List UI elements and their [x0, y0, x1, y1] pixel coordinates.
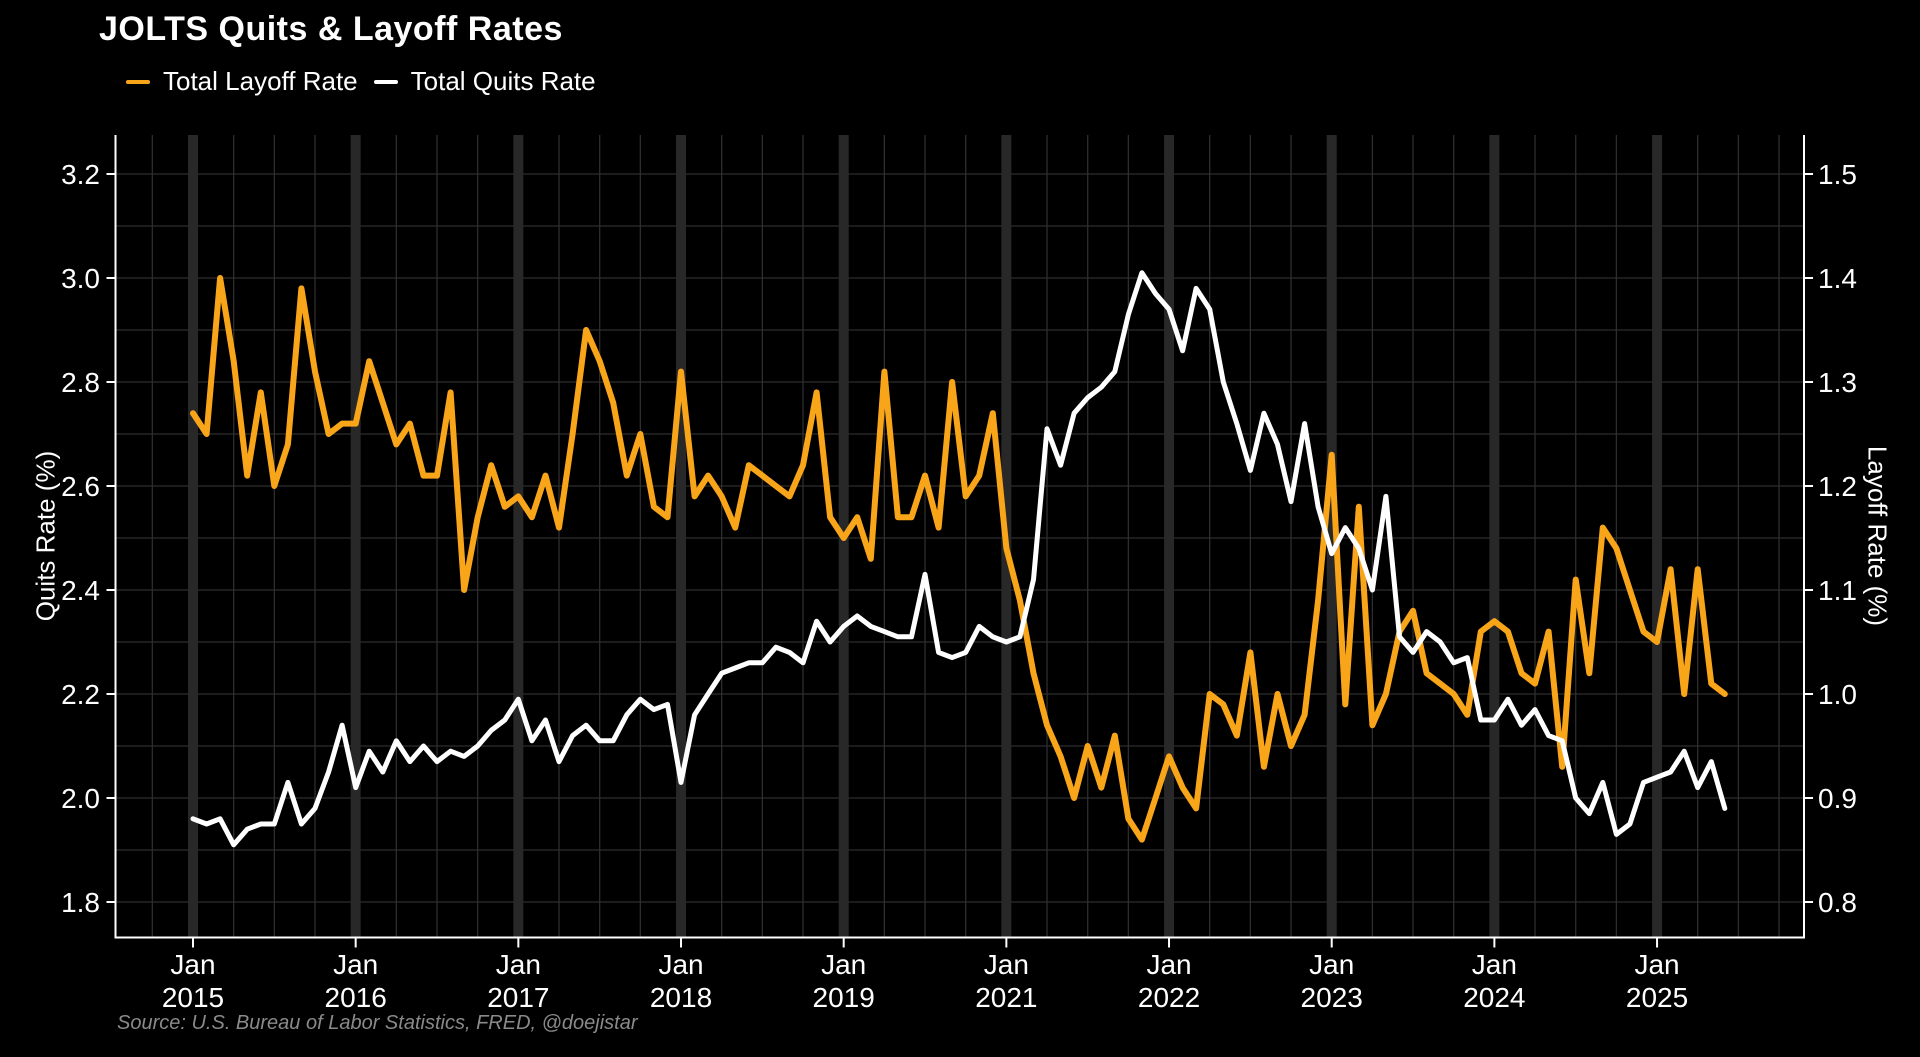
x-tick-month: Jan — [1309, 949, 1354, 980]
x-tick-month: Jan — [1634, 949, 1679, 980]
x-tick-year: 2018 — [650, 982, 712, 1013]
legend-item-quits[interactable]: Total Quits Rate — [373, 66, 596, 97]
x-tick-year: 2019 — [813, 982, 875, 1013]
x-tick-month: Jan — [821, 949, 866, 980]
x-tick-year: 2025 — [1626, 982, 1688, 1013]
x-tick-month: Jan — [658, 949, 703, 980]
right-tick-label: 1.2 — [1818, 471, 1857, 502]
x-tick-month: Jan — [1146, 949, 1191, 980]
x-tick-month: Jan — [1472, 949, 1517, 980]
left-tick-label: 2.2 — [61, 679, 100, 710]
chart-title: JOLTS Quits & Layoff Rates — [99, 10, 563, 48]
legend-line-swatch — [126, 79, 150, 84]
x-tick-year: 2016 — [325, 982, 387, 1013]
left-tick-label: 2.6 — [61, 471, 100, 502]
gridlines — [115, 135, 1804, 938]
x-tick-month: Jan — [333, 949, 378, 980]
x-tick-year: 2015 — [162, 982, 224, 1013]
x-tick-year: 2023 — [1301, 982, 1363, 1013]
left-tick-label: 2.0 — [61, 783, 100, 814]
x-tick-year: 2021 — [975, 982, 1037, 1013]
quits-rate-line — [190, 270, 1728, 848]
right-tick-label: 1.1 — [1818, 575, 1857, 606]
right-tick-label: 1.5 — [1818, 159, 1857, 190]
left-tick-label: 3.0 — [61, 263, 100, 294]
axes: 3.2 3.0 2.8 2.6 2.4 2.2 2.0 1.8 1.5 1.4 1.3 1.2 1.1 1… — [61, 135, 1857, 1013]
legend-label: Total Quits Rate — [410, 66, 596, 96]
legend-label: Total Layoff Rate — [163, 66, 358, 96]
x-tick-year: 2022 — [1138, 982, 1200, 1013]
x-tick-month: Jan — [170, 949, 215, 980]
right-tick-label: 1.0 — [1818, 679, 1857, 710]
right-tick-label: 1.4 — [1818, 263, 1857, 294]
left-tick-label: 2.8 — [61, 367, 100, 398]
left-axis-title: Quits Rate (%) — [30, 450, 61, 622]
x-tick-month: Jan — [984, 949, 1029, 980]
left-tick-label: 3.2 — [61, 159, 100, 190]
right-tick-label: 0.8 — [1818, 887, 1857, 918]
left-tick-label: 1.8 — [61, 887, 100, 918]
layoff-rate-line — [190, 275, 1728, 843]
x-tick-year: 2024 — [1463, 982, 1525, 1013]
right-tick-label: 0.9 — [1818, 783, 1857, 814]
left-tick-label: 2.4 — [61, 575, 100, 606]
x-tick-month: Jan — [496, 949, 541, 980]
right-axis-title: Layoff Rate (%) — [1862, 445, 1893, 627]
right-tick-label: 1.3 — [1818, 367, 1857, 398]
legend: Total Layoff Rate Total Quits Rate — [126, 66, 596, 97]
source-attribution: Source: U.S. Bureau of Labor Statistics,… — [117, 1012, 638, 1034]
legend-item-layoff[interactable]: Total Layoff Rate — [126, 66, 358, 97]
legend-line-swatch — [373, 79, 398, 84]
x-tick-year: 2017 — [487, 982, 549, 1013]
